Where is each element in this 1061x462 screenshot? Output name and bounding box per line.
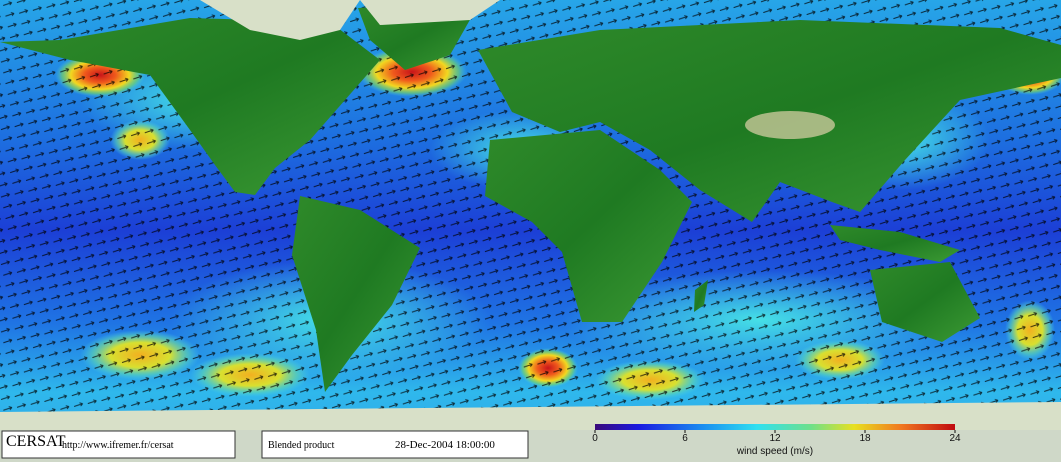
colorbar-tick-label: 0: [592, 433, 598, 444]
product: Blended product: [268, 440, 335, 451]
url: http://www.ifremer.fr/cersat: [62, 440, 174, 451]
colorbar: [595, 424, 955, 430]
colorbar-tick-label: 12: [769, 433, 781, 444]
colorbar-label: wind speed (m/s): [736, 446, 813, 457]
date: 28-Dec-2004 18:00:00: [395, 439, 495, 451]
colorbar-tick-label: 24: [949, 433, 961, 444]
ice: [0, 0, 1061, 430]
colorbar-tick-label: 18: [859, 433, 871, 444]
info-box: [261, 430, 529, 459]
logo: CERSAT: [6, 433, 66, 450]
plateau: [745, 111, 835, 139]
logo-box: [1, 430, 236, 459]
colorbar-tick-label: 6: [682, 433, 688, 444]
